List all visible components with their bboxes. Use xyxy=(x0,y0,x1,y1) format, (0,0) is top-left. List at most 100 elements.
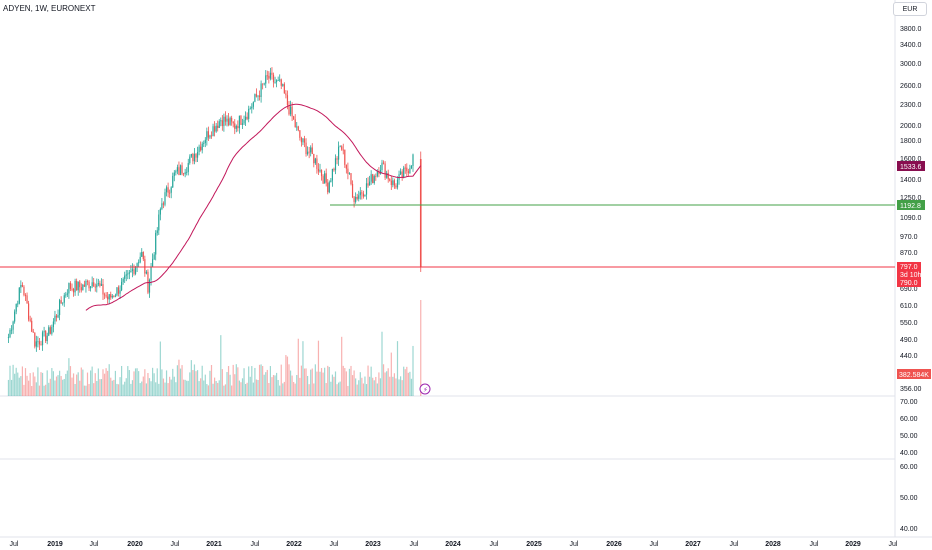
volume-bar xyxy=(372,377,374,396)
candle-body xyxy=(102,284,104,295)
volume-bar xyxy=(65,373,67,396)
volume-bar xyxy=(220,335,222,396)
candle-body xyxy=(187,163,189,172)
candle-body xyxy=(375,176,377,177)
candle-body xyxy=(231,117,233,122)
candle-body xyxy=(404,167,406,169)
volume-bar xyxy=(85,385,87,396)
volume-bar xyxy=(314,364,316,396)
volume-bar xyxy=(173,376,175,396)
currency-button[interactable]: EUR xyxy=(893,2,927,16)
candle-body xyxy=(14,311,16,322)
candle-body xyxy=(124,275,126,279)
candle-body xyxy=(325,173,327,183)
candle-body xyxy=(34,332,36,347)
volume-bar xyxy=(35,382,37,396)
candle-body xyxy=(378,171,380,174)
candle-body xyxy=(307,151,309,155)
candle-body xyxy=(68,282,70,294)
dividend-event-icon[interactable]: ⚡ xyxy=(419,383,431,395)
volume-bar xyxy=(102,369,104,396)
volume-bar xyxy=(121,365,123,396)
volume-bar xyxy=(21,366,23,396)
candle-body xyxy=(293,116,295,120)
price-axis[interactable]: 3800.0 3400.0 3000.0 2600.0 2300.0 2000.0 1800… xyxy=(900,26,922,393)
volume-bar xyxy=(331,374,333,396)
volume-bar xyxy=(234,374,236,396)
volume-bar xyxy=(224,384,227,396)
candle-body xyxy=(38,341,41,345)
volume-bar xyxy=(240,382,242,396)
svg-text:⚡: ⚡ xyxy=(423,386,428,394)
candle-body xyxy=(353,197,355,202)
candle-body xyxy=(162,203,165,205)
candle-body xyxy=(350,173,352,184)
indicator-tick-label: 50.00 xyxy=(900,495,918,502)
time-tick-label: Jul xyxy=(490,541,499,548)
candle-body xyxy=(316,158,318,169)
volume-bar xyxy=(420,300,422,396)
candle-body xyxy=(279,79,281,81)
candle-body xyxy=(52,321,54,328)
candle-body xyxy=(57,315,59,318)
volume-bar xyxy=(192,370,194,396)
volume-bar xyxy=(289,370,292,396)
volume-bar xyxy=(165,370,168,396)
candle-body xyxy=(241,123,244,125)
volume-bar xyxy=(83,385,85,396)
volume-bar xyxy=(313,383,315,396)
volume-bar xyxy=(268,383,270,396)
volume-bar xyxy=(353,370,355,396)
candle-body xyxy=(186,171,188,173)
volume-bar xyxy=(375,376,377,396)
time-tick-label: 2019 xyxy=(47,541,63,548)
volume-bar xyxy=(159,341,161,396)
volume-bar xyxy=(412,345,414,396)
volume-bar xyxy=(226,372,228,396)
time-axis[interactable]: Jul 2019 Jul 2020 Jul 2021 Jul 2022 Jul 2023 Jul 20… xyxy=(10,541,898,548)
volume-bar xyxy=(145,383,147,396)
candle-body xyxy=(10,329,13,331)
volume-bar xyxy=(12,364,14,396)
candle-body xyxy=(308,151,310,153)
candle-body xyxy=(189,156,191,164)
candle-body xyxy=(265,75,267,84)
volume-bar xyxy=(198,381,200,396)
symbol-title[interactable]: ADYEN, 1W, EURONEXT xyxy=(3,4,96,13)
volume-bar xyxy=(7,379,10,396)
candle-body xyxy=(289,106,292,115)
candle-body xyxy=(97,283,99,285)
price-tick-label: 440.0 xyxy=(900,353,918,360)
candle-body xyxy=(103,294,106,296)
candle-body xyxy=(85,281,87,287)
candle-body xyxy=(370,174,372,182)
volume-bar xyxy=(214,377,216,396)
candle-body xyxy=(55,315,58,318)
candle-body xyxy=(172,175,174,188)
time-tick-label: 2023 xyxy=(365,541,381,548)
candle-body xyxy=(223,116,225,127)
candle-body xyxy=(127,273,129,275)
volume-bar xyxy=(37,367,39,396)
candle-body xyxy=(221,120,223,127)
candle-body xyxy=(105,295,107,297)
candle-body xyxy=(153,254,155,260)
volume-bar xyxy=(395,378,397,396)
candle-body xyxy=(395,185,397,188)
last-price-value: 797.0 xyxy=(900,264,918,271)
volume-bar xyxy=(122,384,124,396)
candle-body xyxy=(327,182,329,193)
volume-bar xyxy=(48,382,50,396)
volume-bar xyxy=(355,378,357,396)
candle-body xyxy=(183,173,185,175)
volume-bar xyxy=(311,368,313,396)
volume-bar xyxy=(350,365,352,396)
volume-bar xyxy=(215,381,217,396)
candle-body xyxy=(209,135,211,138)
price-tick-label: 690.0 xyxy=(900,286,918,293)
candle-body xyxy=(193,153,196,162)
volume-bar xyxy=(258,364,261,396)
volume-bar xyxy=(320,368,323,396)
candle-body xyxy=(215,125,217,132)
